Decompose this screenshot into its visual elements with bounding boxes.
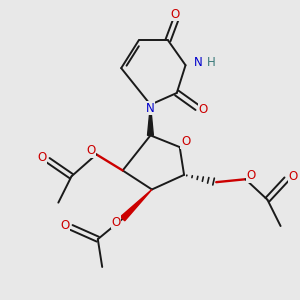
Text: O: O: [181, 135, 190, 148]
Text: H: H: [207, 56, 215, 69]
Polygon shape: [148, 105, 153, 135]
Text: O: O: [60, 219, 70, 232]
Text: O: O: [246, 169, 255, 182]
Text: N: N: [146, 102, 155, 115]
Text: O: O: [112, 216, 121, 229]
Text: N: N: [194, 56, 203, 69]
Text: O: O: [171, 8, 180, 20]
Text: O: O: [199, 103, 208, 116]
Polygon shape: [121, 190, 152, 221]
Text: O: O: [37, 151, 46, 164]
Text: O: O: [86, 144, 95, 158]
Text: O: O: [288, 170, 298, 183]
